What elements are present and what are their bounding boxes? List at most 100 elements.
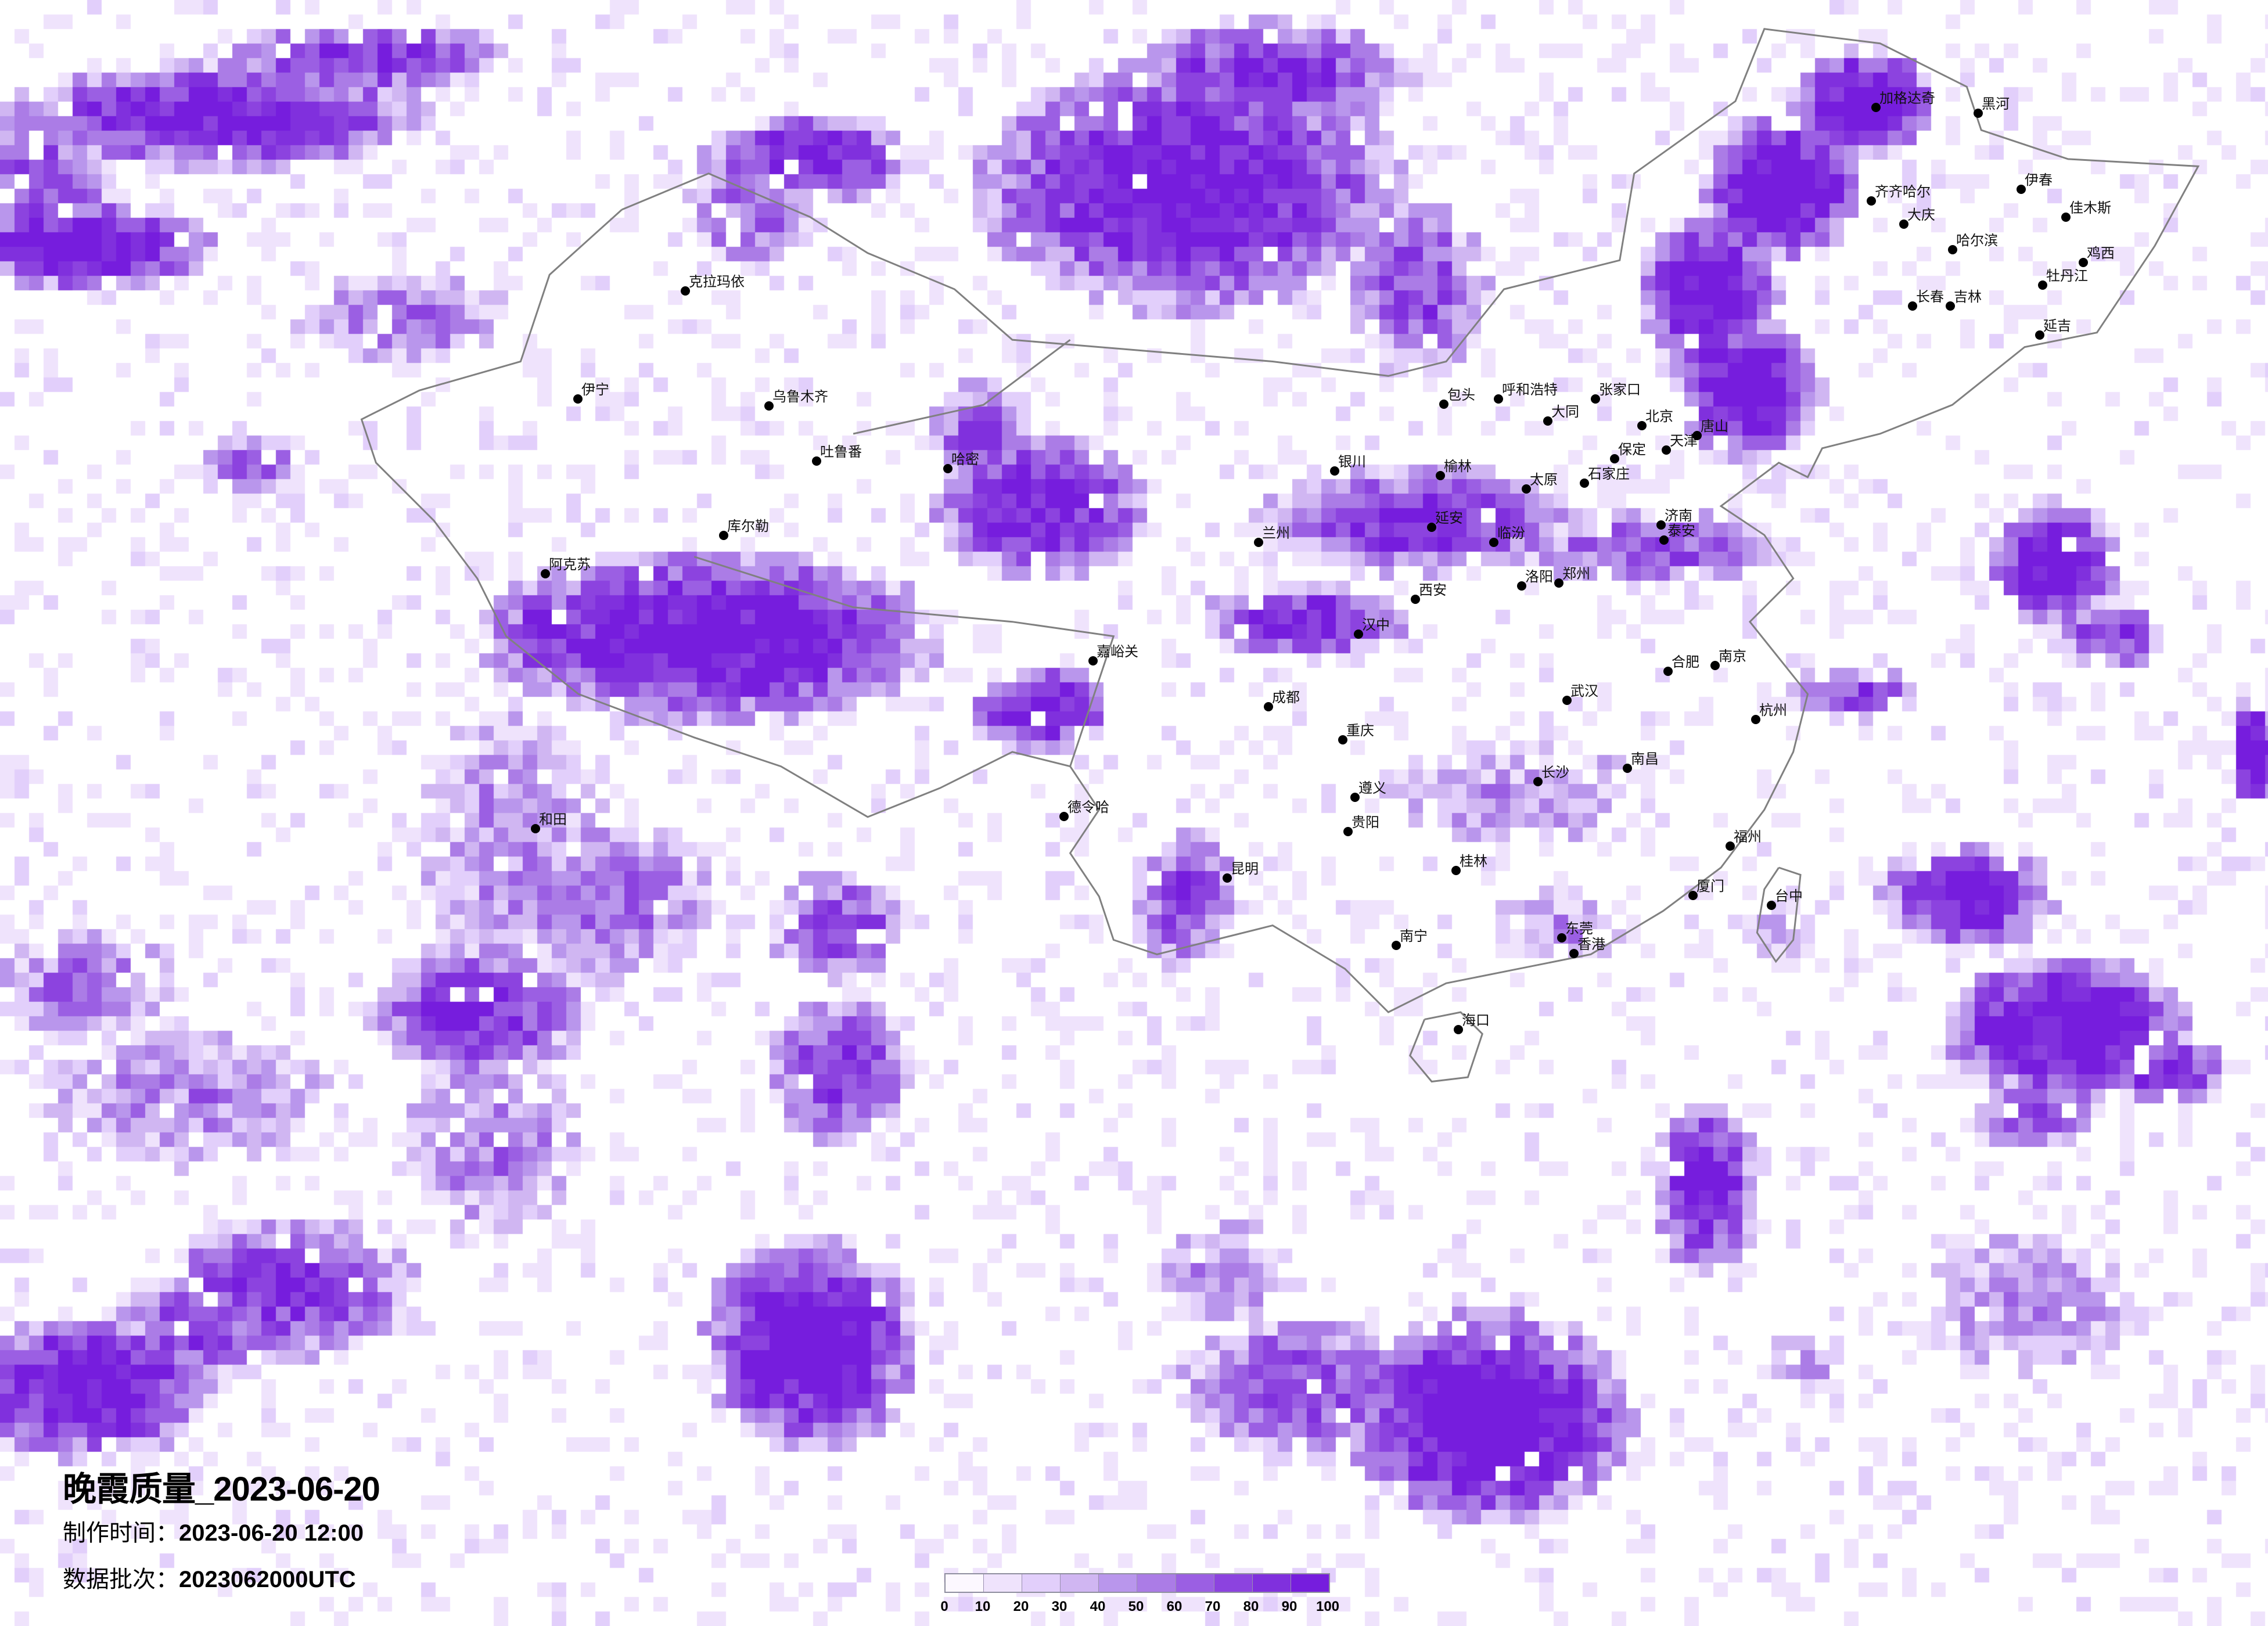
border-line	[1409, 1011, 1483, 1083]
city-marker: 泰安	[1659, 523, 1695, 545]
city-marker: 榆林	[1436, 458, 1472, 480]
city-label: 嘉峪关	[1097, 643, 1138, 660]
city-dot	[1517, 581, 1526, 591]
city-label: 德令哈	[1067, 799, 1109, 815]
city-dot	[1692, 431, 1702, 440]
city-dot	[1767, 901, 1776, 910]
city-label: 吐鲁番	[820, 444, 862, 460]
city-dot	[2017, 185, 2026, 194]
city-label: 台中	[1775, 888, 1803, 904]
city-label: 佳木斯	[2069, 200, 2111, 216]
city-dot	[2038, 280, 2047, 290]
city-dot	[573, 394, 583, 404]
city-marker: 牡丹江	[2038, 268, 2088, 290]
city-marker: 佳木斯	[2061, 200, 2111, 222]
city-label: 南昌	[1631, 751, 1659, 767]
city-label: 长沙	[1541, 764, 1569, 780]
city-label: 加格达奇	[1879, 90, 1935, 106]
city-label: 长春	[1916, 289, 1944, 305]
city-marker: 大同	[1543, 404, 1579, 426]
city-dot	[1436, 471, 1445, 480]
city-dot	[764, 401, 774, 411]
city-dot	[1264, 702, 1273, 711]
city-dot	[1871, 103, 1881, 112]
city-label: 北京	[1645, 408, 1673, 425]
legend-tick: 50	[1128, 1599, 1144, 1614]
legend-tick: 0	[940, 1599, 948, 1614]
city-dot	[1088, 656, 1098, 665]
legend-swatch	[946, 1574, 984, 1592]
legend-tick: 80	[1243, 1599, 1259, 1614]
city-marker: 洛阳	[1517, 569, 1553, 591]
city-label: 贵阳	[1352, 814, 1379, 830]
legend-swatch	[1214, 1574, 1253, 1592]
city-label: 包头	[1447, 387, 1475, 403]
city-dot	[1554, 578, 1563, 588]
city-label: 厦门	[1696, 878, 1724, 894]
city-marker: 贵阳	[1343, 814, 1379, 836]
city-label: 杭州	[1759, 702, 1787, 718]
city-dot	[541, 569, 550, 578]
city-marker: 西安	[1411, 582, 1447, 604]
city-label: 乌鲁木齐	[772, 388, 828, 405]
city-label: 重庆	[1346, 722, 1374, 739]
city-dot	[1591, 394, 1600, 404]
legend-swatch	[1022, 1574, 1061, 1592]
city-label: 伊春	[2025, 172, 2053, 188]
city-marker: 保定	[1610, 441, 1646, 463]
city-marker: 和田	[531, 811, 567, 833]
legend-tick: 30	[1051, 1599, 1067, 1614]
city-dot	[1662, 445, 1671, 455]
city-dot	[1059, 812, 1069, 821]
legend-swatch	[984, 1574, 1023, 1592]
city-marker: 德令哈	[1059, 799, 1109, 821]
city-marker: 鸡西	[2079, 245, 2115, 267]
legend-color-bar	[944, 1573, 1330, 1593]
city-dot	[1726, 841, 1735, 851]
city-marker: 嘉峪关	[1088, 643, 1138, 665]
city-label: 福州	[1734, 829, 1762, 845]
city-dot	[1562, 696, 1572, 705]
city-dot	[1659, 535, 1669, 545]
city-marker: 库尔勒	[719, 518, 769, 540]
city-dot	[1974, 109, 1983, 118]
legend-swatch	[1061, 1574, 1099, 1592]
city-marker: 郑州	[1554, 566, 1590, 588]
city-label: 和田	[539, 811, 567, 828]
city-marker: 唐山	[1692, 418, 1728, 440]
legend-swatch	[1137, 1574, 1176, 1592]
city-marker: 张家口	[1591, 382, 1641, 404]
legend-tick: 60	[1166, 1599, 1182, 1614]
city-dot	[1439, 400, 1448, 409]
city-marker: 延安	[1427, 510, 1463, 532]
city-label: 洛阳	[1525, 569, 1553, 585]
city-dot	[1557, 933, 1566, 942]
city-marker: 银川	[1330, 454, 1366, 476]
city-dot	[1610, 454, 1619, 463]
city-label: 汉中	[1362, 617, 1390, 633]
color-legend: 0 10 20 30 40 50 60 70 80 90 100	[940, 1573, 1339, 1616]
city-dot	[1454, 1025, 1463, 1034]
city-dot	[719, 531, 728, 540]
legend-tick: 40	[1090, 1599, 1106, 1614]
city-marker: 哈尔滨	[1948, 232, 1998, 254]
map-title: 晚霞质量_2023-06-20	[63, 1470, 380, 1508]
city-dot	[1580, 479, 1589, 488]
city-dot	[1522, 484, 1531, 494]
city-marker: 吐鲁番	[812, 444, 862, 466]
city-marker: 石家庄	[1580, 466, 1630, 488]
city-marker: 伊宁	[573, 382, 609, 404]
city-marker: 济南	[1656, 508, 1692, 530]
border-line	[853, 339, 1071, 435]
city-dot	[2035, 330, 2044, 340]
city-dot	[1948, 245, 1957, 254]
city-dot	[1427, 523, 1436, 532]
legend-tick: 20	[1013, 1599, 1029, 1614]
city-dot	[1637, 421, 1647, 430]
city-dot	[1656, 520, 1666, 530]
data-batch: 数据批次：2023062000UTC	[63, 1556, 380, 1603]
city-marker: 加格达奇	[1871, 90, 1935, 112]
border-line	[1756, 866, 1802, 963]
